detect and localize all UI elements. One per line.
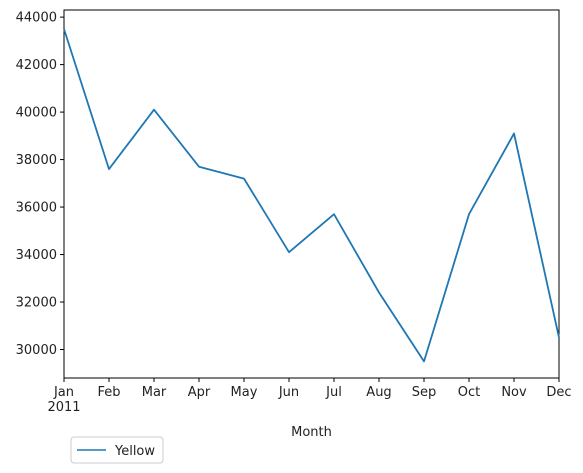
legend-box xyxy=(70,436,164,464)
x-tick-label: Jul xyxy=(325,385,342,400)
x-tick-label: Oct xyxy=(458,385,480,400)
legend-label-yellow: Yellow xyxy=(114,444,155,459)
y-tick-label: 38000 xyxy=(16,153,57,168)
x-tick-label: Jun xyxy=(278,385,299,400)
x-tick-label: Nov xyxy=(501,385,527,400)
y-tick-label: 36000 xyxy=(16,201,57,216)
x-axis-label: Month xyxy=(291,425,332,440)
x-tick-label: Aug xyxy=(366,385,391,400)
x-tick-label: Sep xyxy=(412,385,437,400)
series-line-yellow xyxy=(63,28,560,363)
series-layer xyxy=(63,28,560,363)
x-tick-label: Dec xyxy=(546,385,571,400)
plot-area-frame xyxy=(63,9,560,379)
x-tick-label: May xyxy=(231,385,258,400)
x-tick-label: Apr xyxy=(188,385,211,400)
y-tick-label: 34000 xyxy=(16,248,57,263)
x-tick-label: Mar xyxy=(142,385,167,400)
y-tick-label: 30000 xyxy=(16,343,57,358)
y-tick-label: 32000 xyxy=(16,296,57,311)
x-tick-label: Jan xyxy=(53,385,74,400)
y-axis: 30000 32000 34000 36000 38000 40000 42000 44000 xyxy=(16,11,64,358)
y-tick-label: 40000 xyxy=(16,106,57,121)
legend: Yellow xyxy=(70,436,164,464)
y-tick-label: 44000 xyxy=(16,11,57,26)
x-axis: Jan Feb Mar Apr May Jun Jul Aug Sep Oct Nov Dec 2011 xyxy=(47,378,572,415)
x-tick-year-label: 2011 xyxy=(47,400,80,415)
y-tick-label: 42000 xyxy=(16,58,57,73)
x-tick-label: Feb xyxy=(97,385,120,400)
